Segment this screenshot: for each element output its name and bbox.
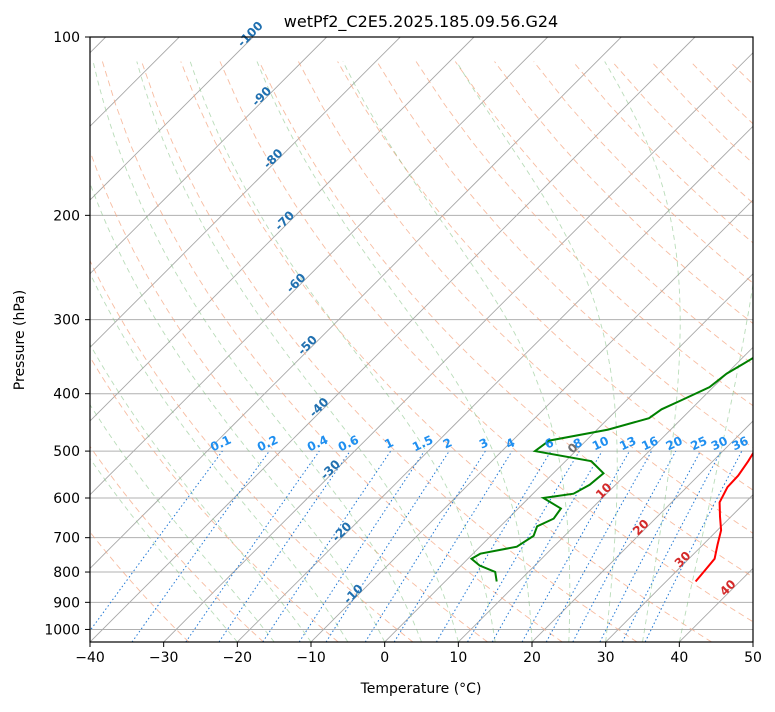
x-tick-label: 20 [523, 650, 541, 666]
chart-title: wetPf2_C2E5.2025.185.09.56.G24 [284, 12, 558, 32]
y-tick-label: 200 [53, 208, 80, 224]
x-tick-label: 30 [597, 650, 615, 666]
x-tick-label: 0 [380, 650, 389, 666]
y-tick-label: 800 [53, 565, 80, 581]
x-tick-label: 10 [449, 650, 467, 666]
x-tick-label: −40 [75, 650, 105, 666]
x-tick-label: −10 [296, 650, 326, 666]
y-tick-label: 600 [53, 491, 80, 507]
y-axis-label: Pressure (hPa) [12, 290, 28, 390]
x-tick-label: −20 [223, 650, 253, 666]
y-tick-label: 900 [53, 595, 80, 611]
y-tick-label: 500 [53, 444, 80, 460]
y-tick-label: 1000 [44, 622, 80, 638]
x-tick-label: 40 [670, 650, 688, 666]
y-tick-label: 700 [53, 531, 80, 547]
x-tick-label: −30 [149, 650, 179, 666]
y-tick-label: 100 [53, 30, 80, 46]
y-tick-label: 300 [53, 313, 80, 329]
x-axis-label: Temperature (°C) [360, 681, 482, 697]
x-tick-label: 50 [744, 650, 762, 666]
y-tick-label: 400 [53, 387, 80, 403]
